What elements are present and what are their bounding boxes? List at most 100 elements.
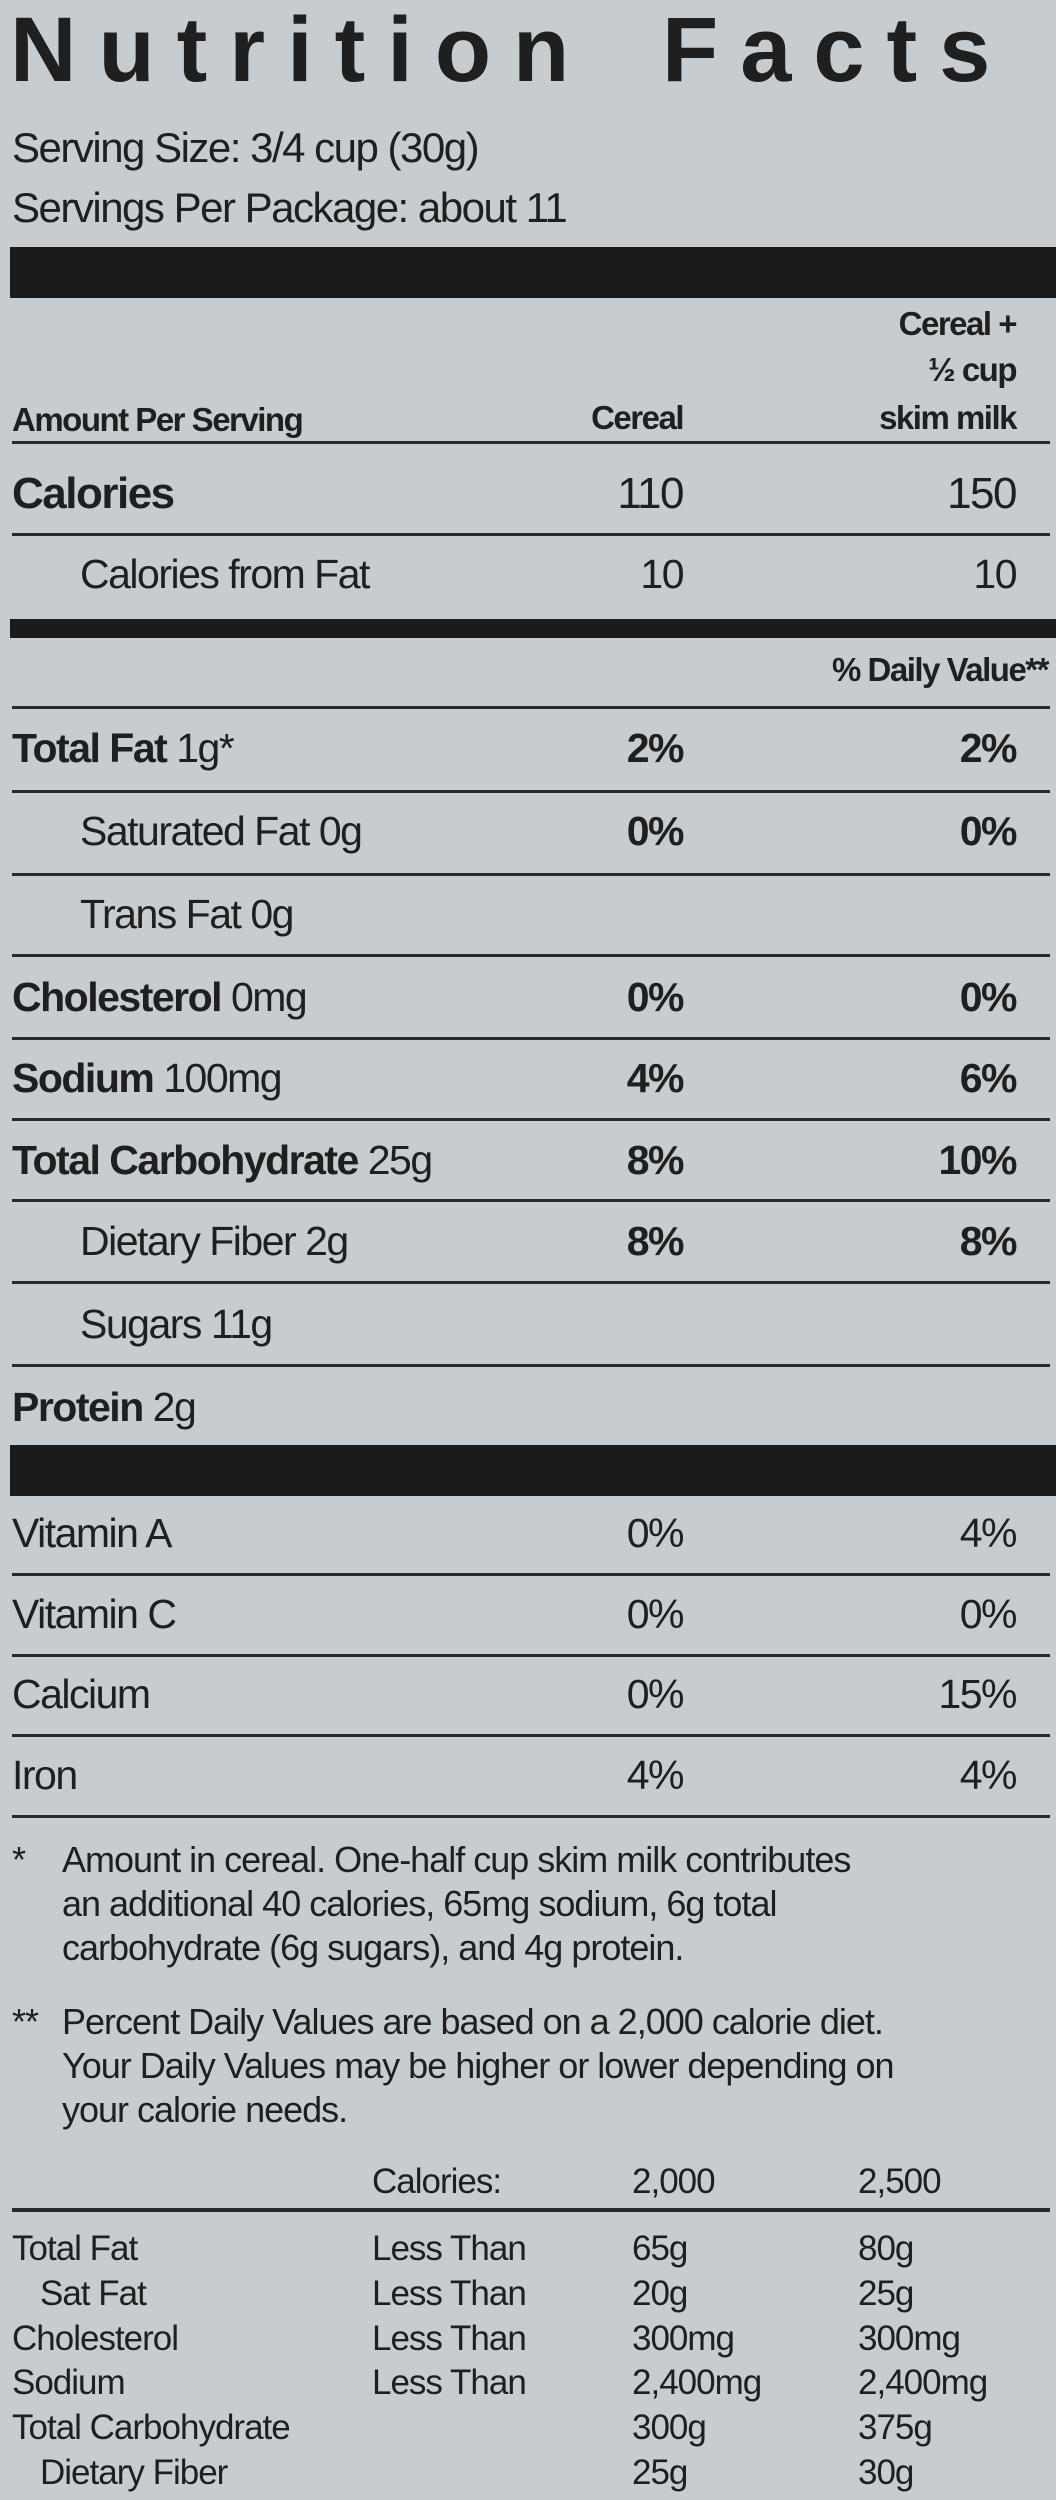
footnote-line: Your Daily Values may be higher or lower…	[62, 2045, 895, 2086]
nutrient-cereal-dv: 4%	[626, 1055, 685, 1101]
calories-from-fat-label: Calories from Fat	[80, 551, 370, 597]
dv-2000: 2,400mg	[632, 2363, 762, 2403]
nutrient-row: Trans Fat 0g	[0, 884, 1056, 944]
dv-2500: 300mg	[858, 2318, 961, 2358]
dv-header-cell: 2,000	[632, 2162, 716, 2201]
calories-from-fat-row: Calories from Fat 10 10	[0, 544, 1056, 604]
nutrient-row: Total Carbohydrate 25g 8% 10%	[0, 1130, 1056, 1190]
divider	[12, 1815, 1050, 1818]
calories-row: Calories 110 150	[0, 464, 1056, 524]
footnote-line: carbohydrate (6g sugars), and 4g protein…	[62, 1927, 684, 1968]
dv-nutrient: Total Carbohydrate	[12, 2408, 291, 2448]
nutrient-name: Total Carbohydrate	[12, 1137, 359, 1183]
vitamin-row: Vitamin A 0% 4%	[0, 1503, 1056, 1563]
nutrient-label: Sodium 100mg	[12, 1048, 283, 1108]
dv-2500: 30g	[858, 2453, 914, 2492]
nutrient-amount: 2g	[305, 1218, 349, 1264]
divider	[12, 1281, 1050, 1284]
vitamin-name: Calcium	[12, 1671, 151, 1717]
dv-table-row: Sodium Less Than 2,400mg 2,400mg	[0, 2361, 1056, 2405]
nutrient-row: Dietary Fiber 2g 8% 8%	[0, 1211, 1056, 1271]
vitamin-cereal-dv: 0%	[626, 1591, 685, 1637]
dv-qualifier: Less Than	[372, 2318, 527, 2358]
dv-2500: 25g	[858, 2273, 914, 2313]
divider	[12, 533, 1050, 536]
nutrient-label: Cholesterol 0mg	[12, 967, 308, 1027]
divider	[12, 706, 1050, 709]
serving-size: Serving Size: 3/4 cup (30g)	[12, 124, 480, 171]
divider	[12, 1364, 1050, 1367]
vitamin-with-milk-dv: 4%	[959, 1510, 1018, 1556]
nutrient-label: Trans Fat 0g	[80, 884, 294, 944]
dv-2000: 25g	[632, 2453, 688, 2492]
footnote: ** Percent Daily Values are based on a 2,…	[12, 2000, 1048, 2140]
divider	[12, 873, 1050, 876]
divider	[12, 2208, 1050, 2212]
calories-from-fat-cereal: 10	[640, 551, 684, 597]
nutrient-row: Sodium 100mg 4% 6%	[0, 1048, 1056, 1108]
dv-table-row: Total Carbohydrate 300g 375g	[0, 2406, 1056, 2450]
dv-qualifier: Less Than	[372, 2229, 527, 2268]
nutrient-name: Protein	[12, 1384, 144, 1430]
nutrient-cereal-dv: 8%	[626, 1137, 685, 1183]
dv-table-row: Total Fat Less Than 65g 80g	[0, 2227, 1056, 2271]
nutrient-amount: 25g	[367, 1137, 433, 1183]
nutrient-with-milk-dv: 10%	[938, 1137, 1017, 1183]
dv-table-header: Calories: 2,000 2,500	[0, 2160, 1056, 2204]
daily-value-header: % Daily Value**	[832, 651, 1049, 688]
nutrient-amount: 0g	[318, 808, 363, 854]
calories-from-fat-with-milk: 10	[973, 551, 1017, 597]
header-amount-per-serving: Amount Per Serving	[12, 401, 304, 438]
header-milk-line3: skim milk	[879, 399, 1017, 436]
dv-qualifier: Less Than	[372, 2273, 527, 2313]
nutrient-cereal-dv: 0%	[626, 808, 685, 854]
medium-divider	[10, 619, 1056, 638]
vitamin-cereal-dv: 0%	[626, 1510, 685, 1556]
footnote-line: Percent Daily Values are based on a 2,00…	[62, 2001, 884, 2042]
dv-2500: 2,400mg	[858, 2363, 988, 2403]
nutrient-label: Dietary Fiber 2g	[80, 1211, 349, 1271]
title-nutrition: Nutrition	[10, 0, 592, 101]
dv-2000: 300mg	[632, 2318, 735, 2358]
nutrient-name: Sodium	[12, 1055, 155, 1101]
nutrient-name: Saturated Fat	[80, 808, 310, 854]
nutrient-amount: 0g	[250, 891, 294, 937]
calories-label: Calories	[12, 469, 175, 518]
nutrient-cereal-dv: 0%	[626, 974, 685, 1020]
dv-header-cell: 2,500	[858, 2162, 942, 2201]
dv-table-row: Sat Fat Less Than 20g 25g	[0, 2272, 1056, 2316]
dv-2500: 375g	[858, 2408, 933, 2448]
label-title: Nutrition Facts	[10, 0, 1050, 100]
dv-table-row: Cholesterol Less Than 300mg 300mg	[0, 2317, 1056, 2361]
header-milk-line2: ½ cup	[928, 351, 1017, 388]
title-facts: Facts	[662, 0, 1013, 101]
dv-qualifier: Less Than	[372, 2363, 527, 2403]
dv-nutrient: Total Fat	[12, 2229, 138, 2268]
divider	[12, 954, 1050, 957]
footnote: * Amount in cereal. One-half cup skim mil…	[12, 1838, 1048, 1978]
vitamin-name: Vitamin A	[12, 1510, 172, 1556]
nutrient-row: Saturated Fat 0g 0% 0%	[0, 801, 1056, 861]
nutrient-cereal-dv: 2%	[626, 725, 685, 771]
nutrient-with-milk-dv: 0%	[959, 808, 1018, 854]
footnote-line: an additional 40 calories, 65mg sodium, …	[62, 1883, 777, 1924]
thick-divider	[10, 1445, 1056, 1496]
dv-nutrient: Sodium	[12, 2363, 126, 2403]
footnote-mark: *	[12, 1839, 26, 1880]
dv-nutrient: Sat Fat	[40, 2273, 147, 2313]
vitamin-cereal-dv: 0%	[626, 1671, 685, 1717]
divider	[12, 790, 1050, 793]
vitamin-row: Calcium 0% 15%	[0, 1664, 1056, 1724]
nutrient-cereal-dv: 8%	[626, 1218, 685, 1264]
nutrient-amount: 0mg	[230, 974, 308, 1020]
vitamin-name: Vitamin C	[12, 1591, 177, 1637]
nutrient-amount: 2g	[152, 1384, 197, 1430]
dv-header-cell: Calories:	[372, 2162, 502, 2201]
vitamin-row: Iron 4% 4%	[0, 1745, 1056, 1805]
header-cereal: Cereal	[591, 399, 684, 436]
dv-nutrient: Cholesterol	[12, 2318, 179, 2358]
servings-per-package: Servings Per Package: about 11	[12, 184, 568, 231]
nutrient-name: Trans Fat	[80, 891, 242, 937]
divider	[12, 1118, 1050, 1121]
nutrient-name: Dietary Fiber	[80, 1218, 297, 1264]
